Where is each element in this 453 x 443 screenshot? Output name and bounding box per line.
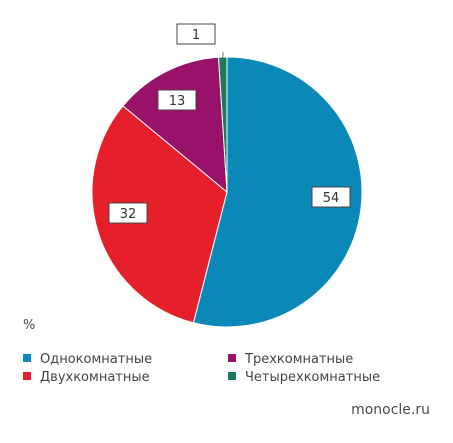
data-label-four-room: 1: [177, 24, 215, 44]
source-label: monocle.ru: [351, 402, 430, 418]
data-label-three-room: 13: [158, 90, 196, 110]
unit-label: %: [23, 318, 35, 333]
legend-swatch-two-room: [23, 372, 31, 380]
legend-item-three-room: Трехкомнатные: [228, 352, 353, 368]
data-label-text-one-room: 54: [323, 191, 340, 206]
data-label-text-three-room: 13: [169, 94, 186, 109]
data-label-text-four-room: 1: [192, 28, 200, 43]
legend-swatch-one-room: [23, 354, 31, 362]
legend-item-one-room: Однокомнатные: [23, 352, 152, 368]
legend-label-three-room: Трехкомнатные: [245, 352, 353, 367]
data-label-two-room: 32: [109, 203, 147, 223]
legend-label-four-room: Четырехкомнатные: [245, 370, 380, 385]
legend-swatch-three-room: [228, 354, 236, 362]
legend-label-one-room: Однокомнатные: [40, 352, 152, 367]
data-label-text-two-room: 32: [120, 207, 137, 222]
legend-item-four-room: Четырехкомнатные: [228, 370, 380, 386]
legend-label-two-room: Двухкомнатные: [40, 370, 150, 385]
legend-swatch-four-room: [228, 372, 236, 380]
data-label-one-room: 54: [312, 187, 350, 207]
legend-item-two-room: Двухкомнатные: [23, 370, 150, 386]
